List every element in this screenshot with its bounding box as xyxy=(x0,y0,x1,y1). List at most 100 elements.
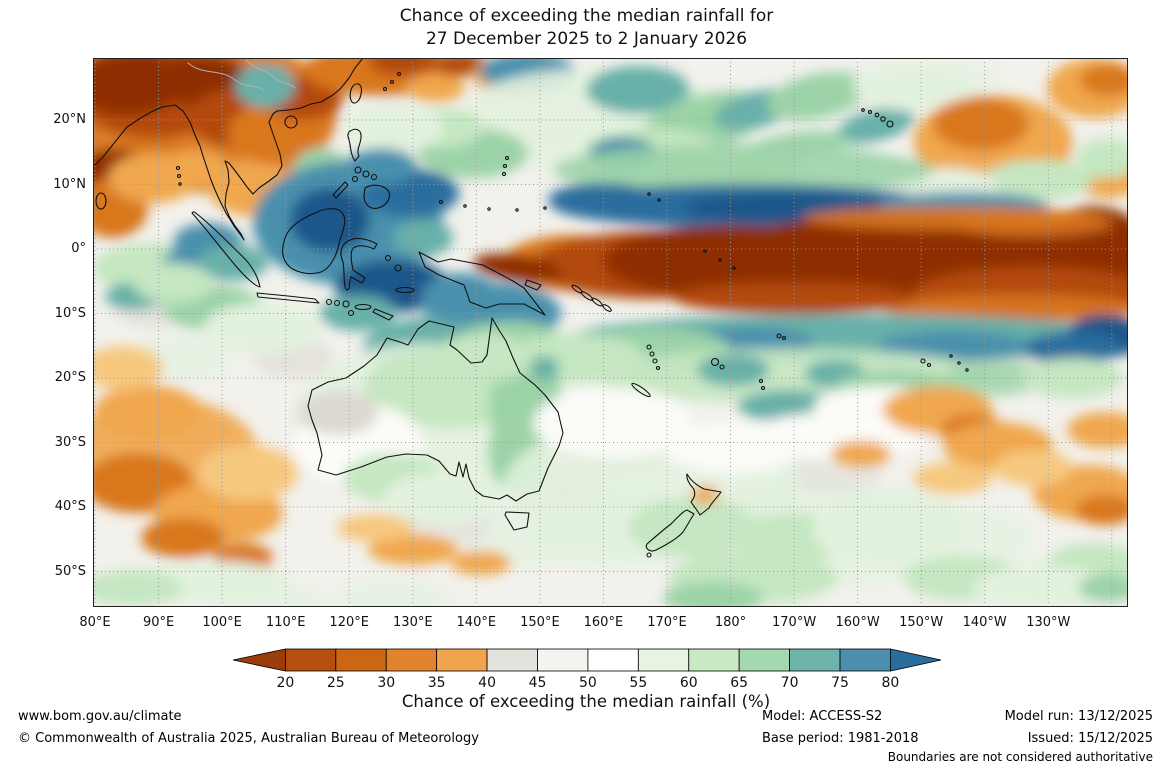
colorbar-segment xyxy=(637,648,690,672)
colorbar-tick-label: 25 xyxy=(326,675,345,691)
coastline-island xyxy=(501,171,507,177)
coastline-hawaii xyxy=(880,116,886,122)
coastline-hawaii xyxy=(886,120,894,128)
probability-region xyxy=(953,209,1113,237)
lon-tick-label: 170°E xyxy=(647,615,687,630)
coastline-srilanka xyxy=(95,192,107,210)
lon-tick-label: 100°E xyxy=(202,615,242,630)
coastline-island xyxy=(362,170,370,178)
river xyxy=(244,58,296,89)
colorbar-title: Chance of exceeding the median rainfall … xyxy=(401,692,771,711)
coastline-java xyxy=(256,292,320,304)
lat-tick-label: 10°S xyxy=(54,305,86,321)
footer-url: www.bom.gov.au/climate xyxy=(18,709,182,724)
probability-region xyxy=(433,333,533,383)
probability-region xyxy=(383,473,503,523)
coastline-tasmania xyxy=(504,511,530,531)
lon-tick-label: 130°E xyxy=(393,615,433,630)
coastline-seram xyxy=(395,286,415,294)
probability-region xyxy=(393,220,453,256)
probability-region xyxy=(1078,574,1128,602)
lon-tick-label: 170°W xyxy=(772,615,817,630)
coastline-island xyxy=(175,165,181,171)
map-title-line2: 27 December 2025 to 2 January 2026 xyxy=(425,29,748,49)
footer-disclaimer: Boundaries are not considered authoritat… xyxy=(887,750,1153,764)
coastline-hawaii xyxy=(874,112,880,118)
probability-region xyxy=(673,282,913,314)
lon-tick-label: 180° xyxy=(714,615,747,630)
coastline-samoa xyxy=(776,333,782,339)
lat-tick-label: 10°N xyxy=(53,176,86,192)
probability-region xyxy=(883,294,1128,322)
coastline-island xyxy=(176,173,182,179)
coastline-island xyxy=(178,182,182,186)
coastline-island xyxy=(438,199,444,205)
map-frame xyxy=(93,58,1128,607)
footer-model: Model: ACCESS-S2 xyxy=(762,709,883,724)
colorbar-tick-label: 65 xyxy=(730,675,749,691)
colorbar-left-arrow xyxy=(232,648,286,672)
coastline-island xyxy=(965,368,969,372)
river xyxy=(187,62,266,92)
probability-region xyxy=(1067,412,1128,448)
probability-region xyxy=(451,551,511,575)
coastline-hainan xyxy=(284,115,298,129)
colorbar-segment xyxy=(839,648,891,672)
colorbar-tick-label: 80 xyxy=(881,675,900,691)
coastline-fiji xyxy=(710,357,720,367)
probability-region xyxy=(369,58,437,76)
coastline-hawaii xyxy=(867,109,873,115)
colorbar-tick-label: 70 xyxy=(780,675,799,691)
colorbar-segment xyxy=(537,648,589,672)
probability-region xyxy=(198,445,298,501)
coastline-island xyxy=(342,300,350,308)
lon-tick-label: 110°E xyxy=(265,615,306,630)
coastline-island xyxy=(703,249,707,253)
lon-tick-label: 80°E xyxy=(79,615,111,630)
coastline-australia xyxy=(307,317,564,502)
lon-tick-label: 140°E xyxy=(456,615,497,630)
lon-tick-label: 140°W xyxy=(962,615,1007,630)
lon-tick-label: 150°E xyxy=(520,615,560,630)
coastline-sumatra xyxy=(191,211,261,288)
probability-region xyxy=(421,273,501,323)
coastline-mindanao xyxy=(363,184,390,209)
rainfall-probability-field xyxy=(93,58,1128,607)
probability-region xyxy=(993,450,1073,486)
probability-region xyxy=(1078,138,1128,178)
probability-region xyxy=(628,498,758,558)
probability-region xyxy=(586,66,690,114)
probability-region xyxy=(405,74,465,102)
probability-region xyxy=(337,514,413,542)
colorbar-tick-label: 20 xyxy=(276,675,295,691)
coastline-vanuatu xyxy=(649,351,655,357)
colorbar-segment xyxy=(385,648,438,672)
probability-region xyxy=(290,188,370,252)
coastline-solomons xyxy=(602,304,612,312)
coastline-tonga xyxy=(758,378,764,384)
coastline-fiji xyxy=(719,364,725,370)
colorbar-segment xyxy=(587,648,639,672)
lat-tick-label: 50°S xyxy=(54,563,86,579)
probability-region xyxy=(298,391,378,435)
coastline-island xyxy=(389,79,395,85)
coastline-island xyxy=(647,192,651,196)
lat-tick-label: 20°S xyxy=(54,370,86,385)
probability-region xyxy=(203,303,323,353)
probability-region xyxy=(531,356,559,380)
coastline-island xyxy=(396,71,402,77)
lon-tick-label: 160°E xyxy=(583,615,624,630)
lat-tick-label: 0° xyxy=(71,241,86,256)
probability-region xyxy=(983,160,1093,200)
coastline-tonga xyxy=(760,385,766,391)
probability-region xyxy=(473,253,563,283)
probability-region xyxy=(93,570,183,606)
coastline-tahiti xyxy=(926,362,932,368)
footer-base-period: Base period: 1981-2018 xyxy=(762,731,919,746)
map-title-line1: Chance of exceeding the median rainfall … xyxy=(399,6,774,26)
probability-region xyxy=(435,58,487,76)
probability-region xyxy=(878,331,1028,361)
probability-region xyxy=(548,183,658,217)
probability-region xyxy=(853,61,973,111)
coastline-island xyxy=(949,354,953,358)
